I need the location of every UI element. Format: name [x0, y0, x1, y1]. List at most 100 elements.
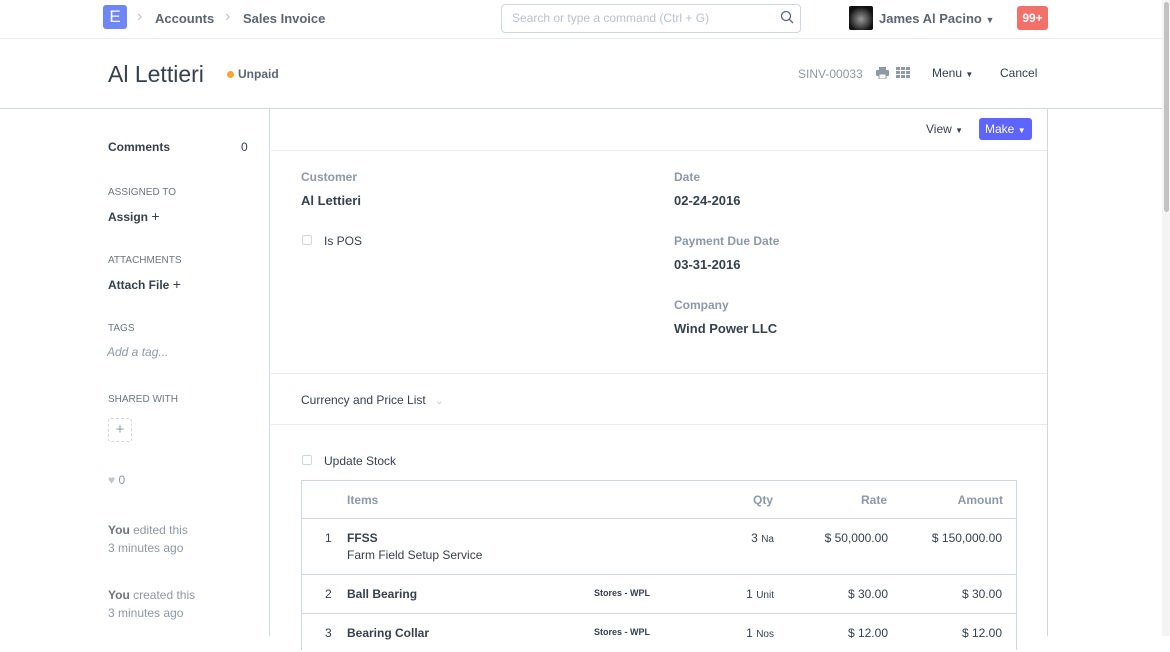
- activity-user: You: [108, 523, 130, 537]
- avatar[interactable]: [849, 6, 873, 30]
- due-date-value[interactable]: 03-31-2016: [674, 257, 741, 272]
- notifications-badge[interactable]: 99+: [1017, 6, 1048, 30]
- item-rate: $ 30.00: [847, 587, 888, 601]
- customer-label: Customer: [301, 170, 358, 184]
- table-row[interactable]: 1 FFSS Farm Field Setup Service 3 Na $ 5…: [302, 518, 1016, 574]
- header-amount: Amount: [957, 493, 1003, 507]
- update-stock-checkbox[interactable]: [302, 455, 312, 465]
- activity-time: 3 minutes ago: [108, 541, 184, 555]
- plus-icon: +: [151, 208, 160, 224]
- row-index: 3: [325, 626, 332, 640]
- update-stock-label: Update Stock: [324, 454, 397, 468]
- item-code: Ball Bearing: [347, 587, 418, 601]
- plus-icon: +: [172, 276, 181, 292]
- company-value[interactable]: Wind Power LLC: [674, 321, 778, 336]
- row-index: 1: [325, 531, 332, 545]
- search-input[interactable]: Search or type a command (Ctrl + G): [501, 4, 801, 33]
- row-index: 2: [325, 587, 332, 601]
- view-label: View: [926, 122, 952, 136]
- form-layout: View ▼ Make ▼ Customer Al Lettieri Is PO…: [271, 109, 1048, 650]
- chevron-right-icon: ›: [137, 8, 143, 25]
- scrollbar[interactable]: [1162, 0, 1170, 636]
- user-menu[interactable]: James Al Pacino ▼: [879, 11, 994, 26]
- menu-label: Menu: [932, 66, 963, 80]
- like-button[interactable]: ♥ 0: [108, 473, 125, 487]
- cancel-button[interactable]: Cancel: [1000, 66, 1038, 80]
- qty-value: 1: [746, 626, 753, 640]
- assign-button[interactable]: Assign +: [108, 208, 160, 224]
- company-label: Company: [674, 298, 729, 312]
- caret-down-icon: ▼: [955, 126, 964, 135]
- search-icon: [780, 10, 794, 24]
- uom: Nos: [756, 629, 774, 640]
- caret-down-icon: ▼: [985, 15, 995, 25]
- item-amount: $ 150,000.00: [931, 531, 1002, 545]
- divider: [271, 373, 1047, 374]
- item-code: FFSS: [347, 531, 378, 545]
- item-qty: 3 Na: [702, 531, 774, 545]
- date-label: Date: [674, 170, 701, 184]
- status-text: Unpaid: [238, 67, 279, 81]
- activity-edited: You edited this 3 minutes ago: [108, 521, 188, 557]
- date-value[interactable]: 02-24-2016: [674, 193, 741, 208]
- attach-file-button[interactable]: Attach File +: [108, 276, 181, 292]
- uom: Unit: [756, 590, 774, 601]
- scrollbar-thumb[interactable]: [1164, 2, 1169, 212]
- make-label: Make: [985, 122, 1015, 136]
- breadcrumb-accounts[interactable]: Accounts: [155, 11, 215, 26]
- tags-label: TAGS: [108, 323, 135, 334]
- header-qty: Qty: [753, 493, 774, 507]
- breadcrumb-sales-invoice[interactable]: Sales Invoice: [243, 11, 326, 26]
- activity-time: 3 minutes ago: [108, 606, 184, 620]
- is-pos-checkbox[interactable]: [302, 235, 312, 245]
- item-code: Bearing Collar: [347, 626, 430, 640]
- header-rate: Rate: [861, 493, 888, 507]
- sidebar: Comments 0 ASSIGNED TO Assign + ATTACHME…: [0, 109, 270, 636]
- menu-button[interactable]: Menu ▼: [932, 66, 973, 80]
- attach-label: Attach File: [108, 278, 170, 292]
- grid-icon[interactable]: [896, 67, 910, 78]
- section-title: Currency and Price List: [301, 393, 426, 407]
- add-tag-input[interactable]: Add a tag...: [107, 345, 169, 359]
- items-table: Items Qty Rate Amount 1 FFSS Farm Field …: [301, 480, 1017, 650]
- caret-down-icon: ▼: [1017, 126, 1026, 135]
- user-name: James Al Pacino: [879, 11, 982, 26]
- item-qty: 1 Nos: [702, 626, 774, 640]
- navbar: E › Accounts › Sales Invoice Search or t…: [0, 0, 1162, 39]
- due-date-label: Payment Due Date: [674, 234, 780, 248]
- comments-label[interactable]: Comments: [108, 140, 171, 154]
- add-share-button[interactable]: +: [108, 418, 132, 442]
- caret-down-icon: ▼: [965, 70, 974, 79]
- activity-text: edited this: [129, 523, 188, 537]
- comments-count: 0: [241, 140, 248, 154]
- page-head: Al Lettieri Unpaid SINV-00033 Menu ▼ Can…: [0, 39, 1162, 109]
- view-button[interactable]: View ▼: [926, 122, 963, 136]
- heart-icon: ♥: [108, 473, 116, 487]
- table-row[interactable]: 2 Ball Bearing Stores - WPL 1 Unit $ 30.…: [302, 574, 1016, 613]
- divider: [271, 150, 1047, 151]
- assign-label: Assign: [108, 210, 149, 224]
- chevron-down-icon: ⌄: [435, 396, 444, 407]
- assigned-to-label: ASSIGNED TO: [108, 187, 176, 198]
- customer-value[interactable]: Al Lettieri: [301, 193, 361, 208]
- is-pos-label: Is POS: [324, 234, 363, 248]
- item-description: Farm Field Setup Service: [347, 548, 483, 562]
- attachments-label: ATTACHMENTS: [108, 255, 182, 266]
- print-icon[interactable]: [876, 67, 889, 79]
- uom: Na: [761, 534, 774, 545]
- item-amount: $ 12.00: [961, 626, 1002, 640]
- item-warehouse: Stores - WPL: [594, 627, 651, 637]
- item-qty: 1 Unit: [702, 587, 774, 601]
- activity-text: created this: [129, 588, 196, 602]
- plus-icon: +: [115, 421, 125, 438]
- qty-value: 3: [751, 531, 758, 545]
- make-button[interactable]: Make ▼: [979, 118, 1032, 140]
- app-logo[interactable]: E: [103, 5, 127, 29]
- document-name: SINV-00033: [798, 67, 863, 81]
- table-row[interactable]: 3 Bearing Collar Stores - WPL 1 Nos $ 12…: [302, 613, 1016, 652]
- status-dot: [227, 71, 234, 78]
- page-title: Al Lettieri: [108, 61, 204, 87]
- currency-section-toggle[interactable]: Currency and Price List ⌄: [301, 393, 443, 407]
- chevron-right-icon: ›: [225, 8, 231, 25]
- item-amount: $ 30.00: [961, 587, 1002, 601]
